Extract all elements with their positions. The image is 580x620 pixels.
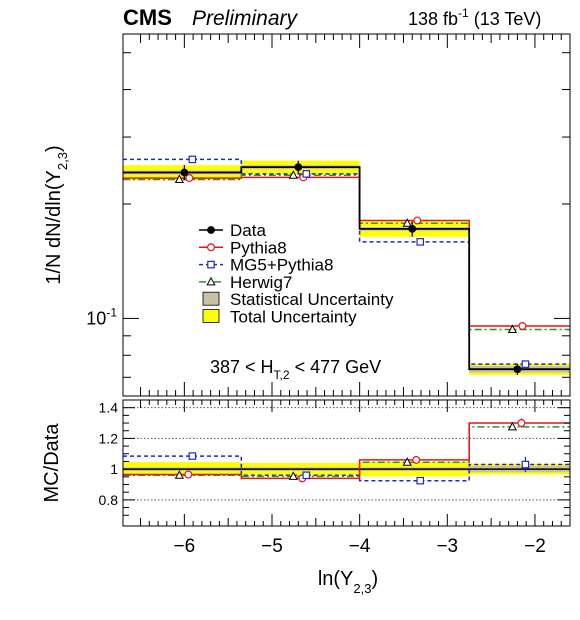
- data-point-pythia8: [518, 322, 527, 331]
- lumi-value: 138 fb: [408, 9, 458, 29]
- top-uncertainty-bands: [123, 160, 570, 375]
- experiment-label: CMS: [123, 5, 172, 30]
- ratio-point-pythia8: [184, 470, 193, 479]
- ratio-y-tick-label: 1.4: [99, 400, 119, 416]
- legend-swatch-total: [202, 309, 220, 323]
- series-line-mg5: [123, 158, 570, 365]
- xlabel-main: ln(Y: [318, 568, 354, 590]
- data-point-mg5: [521, 360, 530, 368]
- ratio-y-tick-label: 1: [110, 461, 118, 477]
- energy-value: (13 TeV): [469, 9, 542, 29]
- data-point-mg5: [302, 170, 311, 178]
- legend-label-pythia8: Pythia8: [230, 238, 287, 257]
- legend-label-data: Data: [230, 221, 266, 240]
- data-point-mg5: [416, 238, 425, 246]
- ratio-point-herwig7: [507, 421, 518, 431]
- ratio-point-herwig7: [174, 470, 184, 479]
- data-point-herwig7: [507, 324, 518, 334]
- data-point-herwig7: [174, 174, 184, 183]
- ratio-point-pythia8: [517, 419, 526, 428]
- data-point-data: [294, 163, 303, 172]
- x-tick-label: −6: [174, 536, 196, 557]
- ratio-point-herwig7: [288, 471, 298, 480]
- top-ylabel-sub: 2,3: [55, 152, 70, 170]
- ratio-line-pythia8: [123, 422, 570, 480]
- ratio-point-mg5: [188, 452, 197, 460]
- legend-label-stat: Statistical Uncertainty: [230, 290, 394, 309]
- legend-marker-data: [207, 226, 215, 234]
- ratio-axis-ticks: −6 −5 −4 −3 −2 0.8 1 1.2 1.4: [99, 400, 571, 557]
- ratio-point-pythia8: [412, 455, 421, 464]
- data-point-mg5: [188, 155, 197, 164]
- data-point-pythia8: [185, 174, 194, 183]
- ratio-point-mg5: [416, 476, 425, 485]
- legend-label-herwig7: Herwig7: [230, 273, 292, 292]
- luminosity-label: 138 fb-1 (13 TeV): [408, 6, 541, 29]
- data-point-data: [180, 168, 189, 177]
- ratio-frame: [122, 399, 571, 527]
- top-frame: [122, 33, 571, 397]
- ratio-point-mg5: [302, 471, 311, 480]
- top-panel: 10-1 1/N dN/dln(Y2,3) DataPythia8MG5+Pyt…: [43, 33, 571, 397]
- top-series-layer: [123, 155, 570, 375]
- legend-marker-herwig7: [206, 276, 216, 286]
- top-ylabel-main: 1/N dN/dln(Y: [43, 170, 65, 285]
- xlabel-sub: 2,3: [353, 581, 371, 596]
- ratio-y-axis-label: MC/Data: [41, 423, 63, 503]
- legend-label-total: Total Uncertainty: [230, 308, 357, 327]
- top-axis-ticks: 10-1: [86, 34, 571, 396]
- ratio-y-tick-label: 1.2: [99, 430, 119, 446]
- status-label: Preliminary: [192, 7, 299, 30]
- ratio-y-tick-label: 0.8: [99, 492, 119, 508]
- ratio-point-herwig7: [402, 457, 412, 466]
- ratio-series-layer: [123, 418, 570, 485]
- cut-sub: T,2: [274, 368, 290, 382]
- lumi-exponent: -1: [458, 6, 469, 20]
- x-axis-label: ln(Y2,3): [318, 568, 378, 596]
- y-tick-label: 10-1: [86, 305, 117, 328]
- x-tick-label: −3: [436, 536, 458, 557]
- data-point-data: [408, 224, 417, 233]
- ratio-reference-lines: [123, 407, 570, 501]
- top-ylabel-close: ): [43, 145, 65, 152]
- ratio-panel: −6 −5 −4 −3 −2 0.8 1 1.2 1.4 MC/Data ln(Y2,3): [41, 399, 571, 596]
- legend-label-mg5: MG5+Pythia8: [230, 256, 333, 275]
- data-point-herwig7: [288, 170, 298, 179]
- x-tick-label: −2: [524, 536, 546, 557]
- data-point-herwig7: [402, 218, 412, 227]
- cut-pre: 387 < H: [210, 357, 274, 377]
- ht-cut-label: 387 < HT,2 < 477 GeV: [210, 357, 381, 382]
- top-y-axis-label: 1/N dN/dln(Y2,3): [43, 145, 70, 284]
- ratio-point-mg5: [521, 460, 530, 469]
- x-tick-label: −4: [349, 536, 371, 557]
- cut-post: < 477 GeV: [290, 357, 382, 377]
- data-point-data: [513, 365, 522, 374]
- data-point-pythia8: [413, 216, 422, 225]
- legend: DataPythia8MG5+Pythia8Herwig7Statistical…: [199, 221, 394, 327]
- series-line-data: [123, 166, 570, 371]
- ratio-line-mg5: [123, 455, 570, 482]
- x-tick-label: −5: [261, 536, 283, 557]
- legend-swatch-stat: [202, 291, 220, 306]
- xlabel-close: ): [371, 568, 378, 590]
- legend-marker-pythia8: [207, 243, 216, 252]
- ratio-uncertainty-bands: [123, 462, 570, 477]
- legend-marker-mg5: [207, 260, 215, 269]
